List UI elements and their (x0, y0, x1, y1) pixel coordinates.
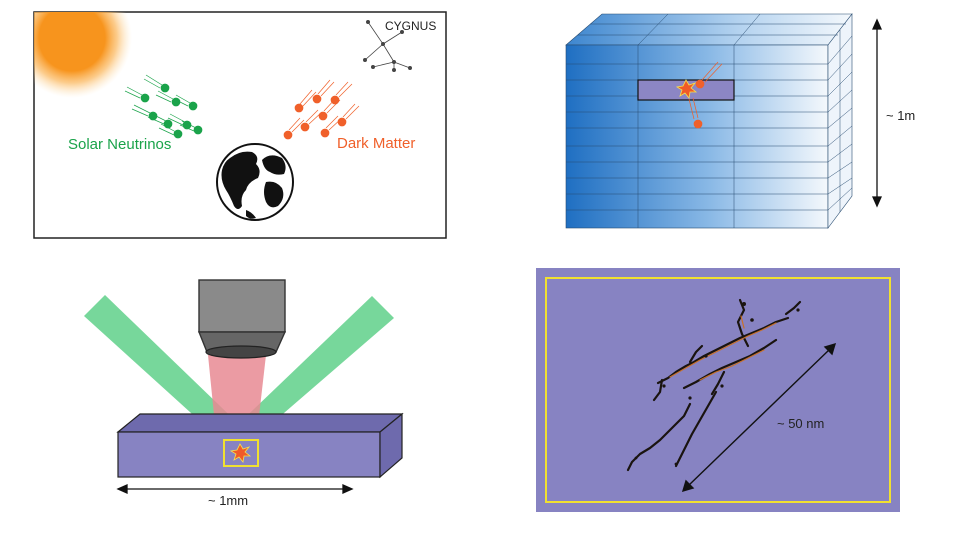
dark-matter-particle (312, 79, 335, 104)
left-laser-beam (84, 295, 247, 432)
dark-matter-label: Dark Matter (337, 135, 415, 152)
detector-block (565, 13, 853, 229)
neutrino-particle (124, 86, 150, 103)
neutrino-particle (155, 90, 181, 107)
earth-icon (216, 143, 294, 221)
collision-star-icon (675, 79, 698, 99)
microscope-objective (197, 279, 287, 359)
microscope-panel: ~ 1mm (84, 279, 404, 508)
nuclear-recoil-track (626, 298, 802, 472)
neutrino-particle (147, 112, 173, 129)
dark-matter-particle (695, 61, 723, 89)
length-label: ~ 50 nm (777, 416, 824, 431)
constellation-label: CYGNUS (385, 19, 436, 33)
width-label: ~ 1mm (208, 493, 248, 508)
neutrino-particle (143, 74, 170, 93)
neutrino-particle (173, 94, 198, 111)
dark-matter-particle (300, 109, 323, 132)
dark-matter-particle (294, 89, 317, 113)
microscope-light-cone (208, 355, 266, 425)
height-label: ~ 1m (886, 108, 915, 123)
right-laser-beam (230, 296, 394, 432)
detector-panel: ~ 1m (565, 13, 915, 229)
neutrino-label: Solar Neutrinos (68, 136, 171, 153)
collision-star-icon (229, 443, 252, 463)
neutrino-particles (124, 74, 203, 139)
recoil-particle (688, 97, 703, 129)
dark-matter-particle (318, 97, 341, 121)
sky-panel: CYGNUS Solar Neutrinos Dark Matter (33, 11, 447, 239)
track-panel-frame (545, 277, 891, 503)
neutrino-particle (179, 120, 203, 135)
sun-icon (34, 12, 132, 98)
region-of-interest-box (223, 439, 259, 467)
dark-matter-particle (283, 117, 305, 140)
length-arrow (681, 342, 837, 493)
height-arrow (871, 18, 883, 208)
dark-matter-particle (320, 115, 343, 138)
cygnus-constellation-icon (362, 19, 412, 73)
width-arrow (116, 483, 354, 495)
crystal-sample (116, 412, 404, 479)
dark-matter-particle (330, 81, 353, 105)
dark-matter-particles (283, 79, 360, 140)
neutrino-particle (158, 123, 183, 139)
track-panel: ~ 50 nm (536, 268, 900, 512)
track-panel-background (536, 268, 900, 512)
